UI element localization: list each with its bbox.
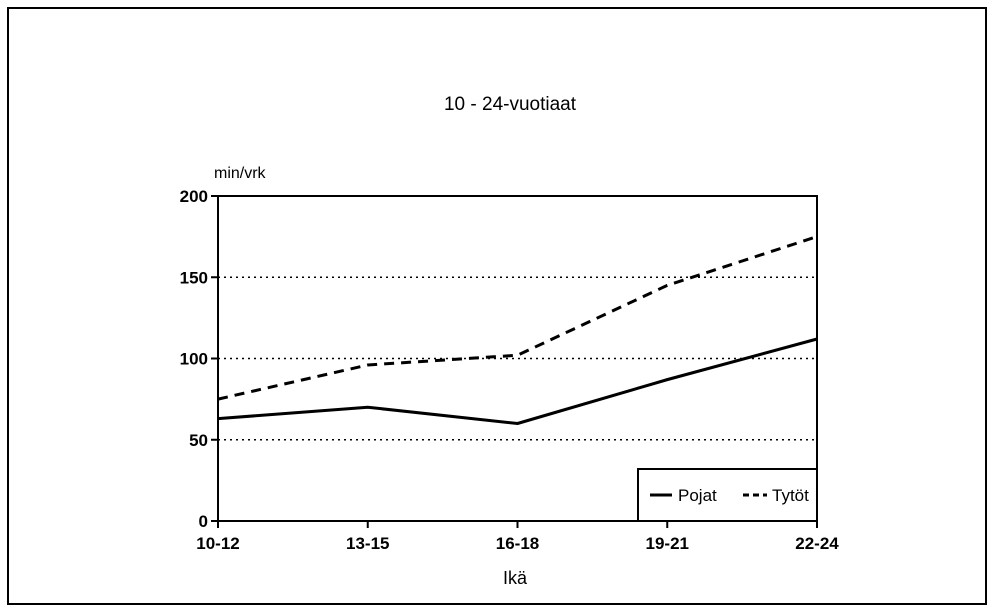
y-tick-label: 200: [180, 187, 208, 206]
x-tick-label: 22-24: [795, 534, 839, 553]
chart-title: 10 - 24-vuotiaat: [444, 94, 577, 115]
x-tick-label: 19-21: [646, 534, 689, 553]
x-tick-label: 10-12: [196, 534, 239, 553]
series-line-tytöt: [217, 235, 818, 401]
y-tick-labels: 0 50 100 150 200: [180, 187, 208, 531]
y-axis-unit: min/vrk: [214, 165, 267, 182]
legend-box: [637, 468, 818, 522]
gridlines: [218, 276, 817, 441]
series-lines: [217, 235, 818, 425]
y-tick-label: 50: [189, 431, 208, 450]
axes: [211, 195, 818, 528]
chart-frame: [7, 7, 987, 605]
legend: Pojat Tytöt: [637, 468, 818, 522]
y-tick-label: 150: [180, 268, 208, 287]
x-tick-label: 13-15: [346, 534, 389, 553]
x-tick-label: 16-18: [496, 534, 539, 553]
y-tick-label: 0: [199, 512, 208, 531]
x-axis-label: Ikä: [503, 568, 528, 588]
legend-label-tytot: Tytöt: [772, 486, 809, 505]
y-tick-label: 100: [180, 350, 208, 369]
series-line-pojat: [217, 337, 818, 425]
x-tick-labels: 10-12 13-15 16-18 19-21 22-24: [196, 534, 839, 553]
legend-label-pojat: Pojat: [678, 486, 717, 505]
